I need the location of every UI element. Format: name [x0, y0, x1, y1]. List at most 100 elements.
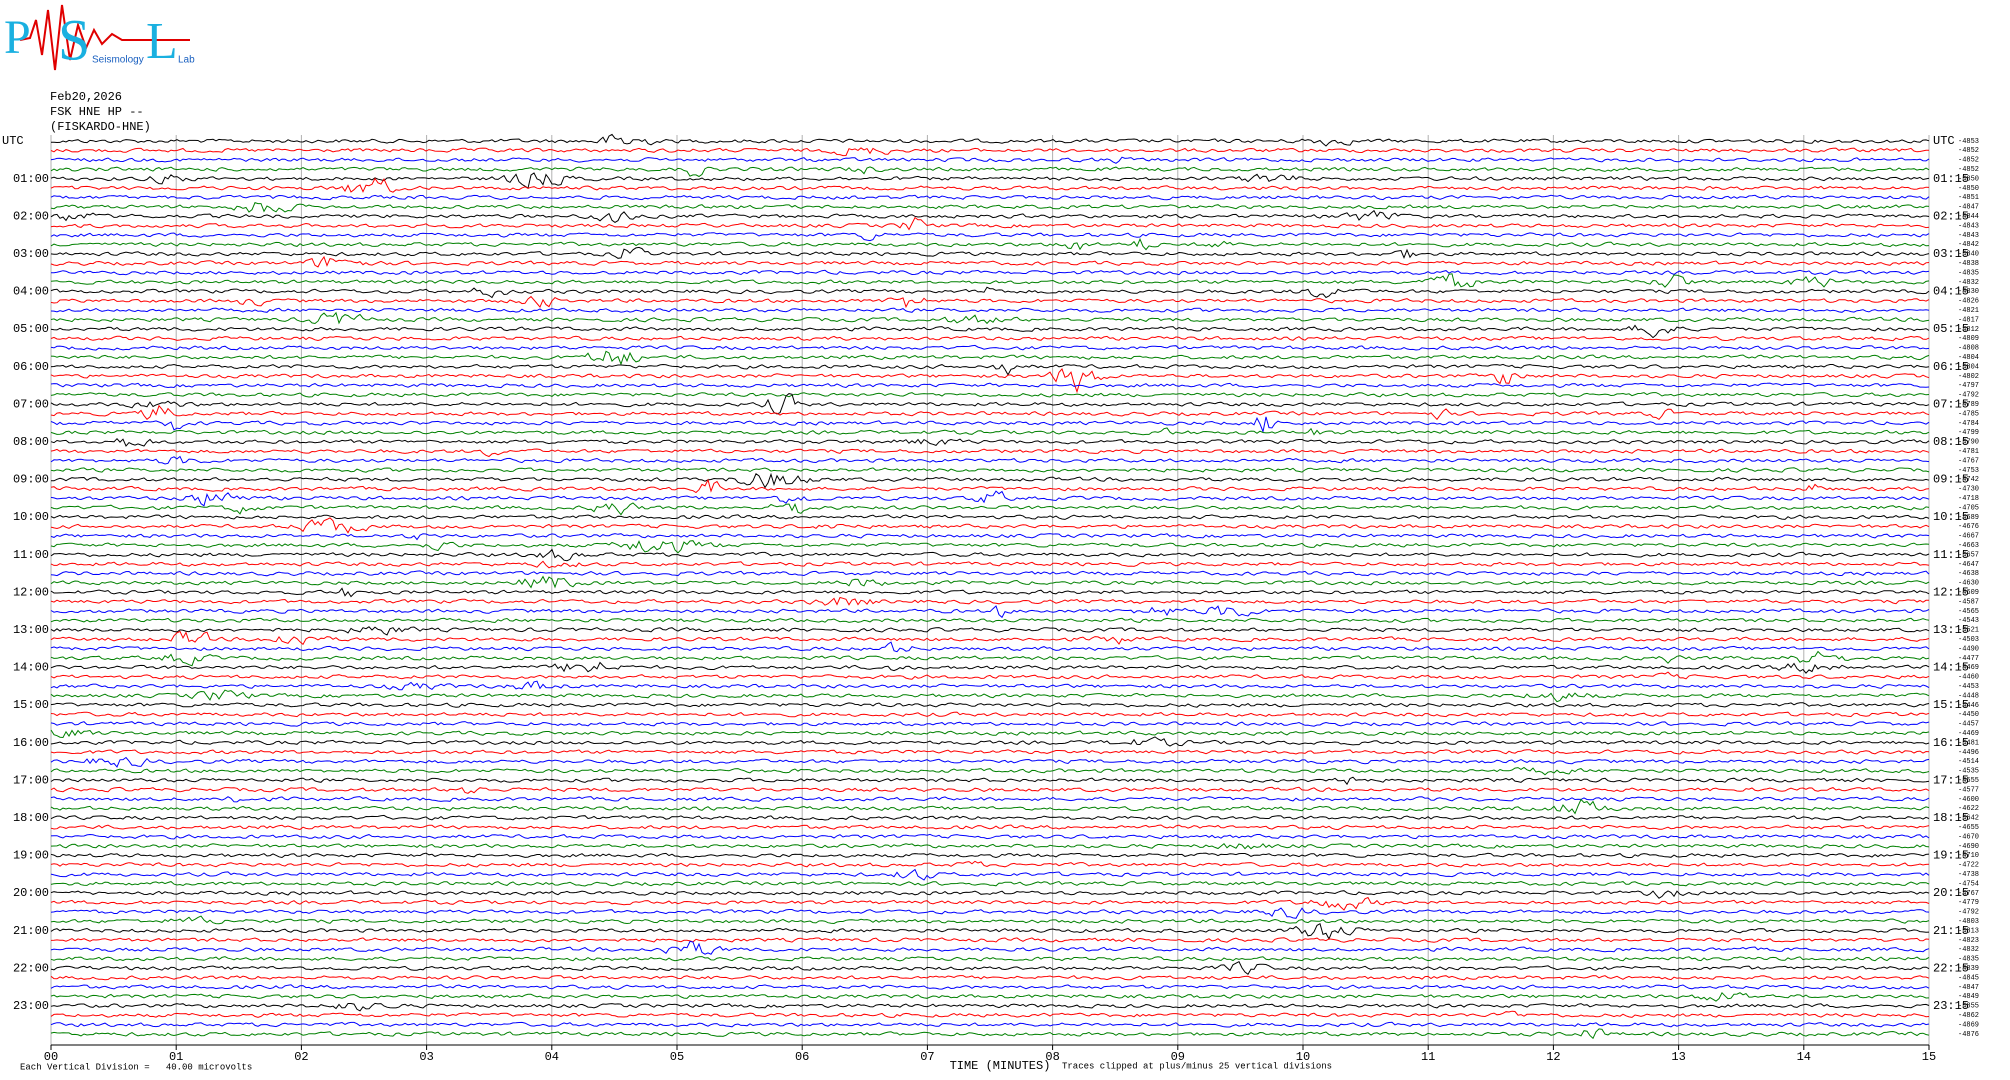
right-time-label: UTC [1933, 134, 1955, 148]
right-time-label: 11:15 [1933, 548, 1969, 562]
row-offset: -4460 [1958, 674, 1979, 682]
row-offset: -4855 [1958, 1003, 1979, 1011]
row-offset: -4657 [1958, 551, 1979, 559]
trace [50, 736, 1930, 747]
row-offset: -4852 [1958, 147, 1979, 155]
row-offset: -4821 [1958, 307, 1979, 315]
trace [50, 548, 1930, 562]
right-time-label: 22:15 [1933, 961, 1969, 975]
trace [50, 416, 1930, 434]
row-offset: -4812 [1958, 326, 1979, 334]
row-offset: -4667 [1958, 533, 1979, 541]
row-offset: -4784 [1958, 420, 1979, 428]
row-offset: -4446 [1958, 702, 1979, 710]
left-time-label: 06:00 [13, 360, 49, 374]
trace [50, 961, 1930, 976]
channel: FSK HNE HP -- [50, 105, 144, 119]
trace [50, 756, 1930, 768]
row-offset: -4832 [1958, 946, 1979, 954]
trace [50, 502, 1930, 516]
left-time-label: 05:00 [13, 322, 49, 336]
trace [50, 842, 1930, 850]
trace [50, 650, 1930, 667]
trace [50, 796, 1930, 803]
row-offset: -4587 [1958, 598, 1979, 606]
x-tick-label: 08 [1045, 1050, 1059, 1064]
row-offset: -4835 [1958, 269, 1979, 277]
row-offset: -4663 [1958, 542, 1979, 550]
trace [50, 172, 1930, 190]
right-time-label: 05:15 [1933, 322, 1969, 336]
row-offset: -4839 [1958, 965, 1979, 973]
trace [50, 216, 1930, 231]
right-time-label: 14:15 [1933, 661, 1969, 675]
row-offset: -4638 [1958, 570, 1979, 578]
row-offset: -4450 [1958, 711, 1979, 719]
row-offset: -4722 [1958, 862, 1979, 870]
trace [50, 852, 1930, 859]
trace [50, 560, 1930, 569]
right-time-label: 23:15 [1933, 999, 1969, 1013]
logo-wave [19, 4, 190, 71]
right-time-label: 17:15 [1933, 773, 1969, 787]
row-offset: -4647 [1958, 561, 1979, 569]
trace [50, 490, 1930, 507]
trace [50, 570, 1930, 577]
trace [50, 975, 1930, 981]
trace [50, 286, 1930, 299]
trace [50, 455, 1930, 465]
row-offset: -4710 [1958, 852, 1979, 860]
row-offset: -4792 [1958, 392, 1979, 400]
logo-letter: P [4, 11, 31, 64]
row-offset: -4622 [1958, 805, 1979, 813]
x-tick-label: 02 [294, 1050, 308, 1064]
x-tick-label: 07 [920, 1050, 934, 1064]
row-offset: -4797 [1958, 382, 1979, 390]
trace [50, 363, 1930, 376]
x-tick-label: 03 [419, 1050, 433, 1064]
row-offset: -4689 [1958, 514, 1979, 522]
x-tick-label: 15 [1922, 1050, 1936, 1064]
right-time-label: 02:15 [1933, 209, 1969, 223]
right-time-label: 21:15 [1933, 924, 1969, 938]
left-time-label: 11:00 [13, 548, 49, 562]
trace [50, 587, 1930, 598]
row-offset: -4742 [1958, 476, 1979, 484]
right-time-label: 15:15 [1933, 698, 1969, 712]
row-offset: -4630 [1958, 580, 1979, 588]
logo-letter: S [58, 7, 90, 72]
row-offset: -4844 [1958, 213, 1979, 221]
left-time-label: 09:00 [13, 473, 49, 487]
trace [50, 344, 1930, 351]
date: Feb20,2026 [50, 90, 122, 104]
trace [50, 984, 1930, 990]
row-offset: -4851 [1958, 194, 1979, 202]
row-offset: -4845 [1958, 974, 1979, 982]
row-offset: -4876 [1958, 1031, 1979, 1039]
trace [50, 246, 1930, 260]
trace [50, 269, 1930, 276]
right-time-label: 20:15 [1933, 886, 1969, 900]
row-offset: -4850 [1958, 175, 1979, 183]
trace [50, 814, 1930, 821]
left-time-label: 01:00 [13, 172, 49, 186]
row-offset: -4785 [1958, 410, 1979, 418]
trace [50, 540, 1930, 554]
trace [50, 448, 1930, 458]
trace [50, 896, 1930, 911]
row-offset: -4853 [1958, 138, 1979, 146]
row-offset: -4830 [1958, 288, 1979, 296]
row-offset: -4835 [1958, 956, 1979, 964]
row-offset: -4809 [1958, 335, 1979, 343]
row-offset: -4781 [1958, 448, 1979, 456]
trace [50, 907, 1930, 919]
left-time-label: 20:00 [13, 886, 49, 900]
row-offset: -4832 [1958, 279, 1979, 287]
row-offset: -4789 [1958, 401, 1979, 409]
trace [50, 382, 1930, 389]
row-offset: -4790 [1958, 439, 1979, 447]
x-tick-label: 10 [1296, 1050, 1310, 1064]
logo-word: Lab [178, 55, 195, 66]
trace [50, 661, 1930, 674]
row-offset: -4813 [1958, 927, 1979, 935]
